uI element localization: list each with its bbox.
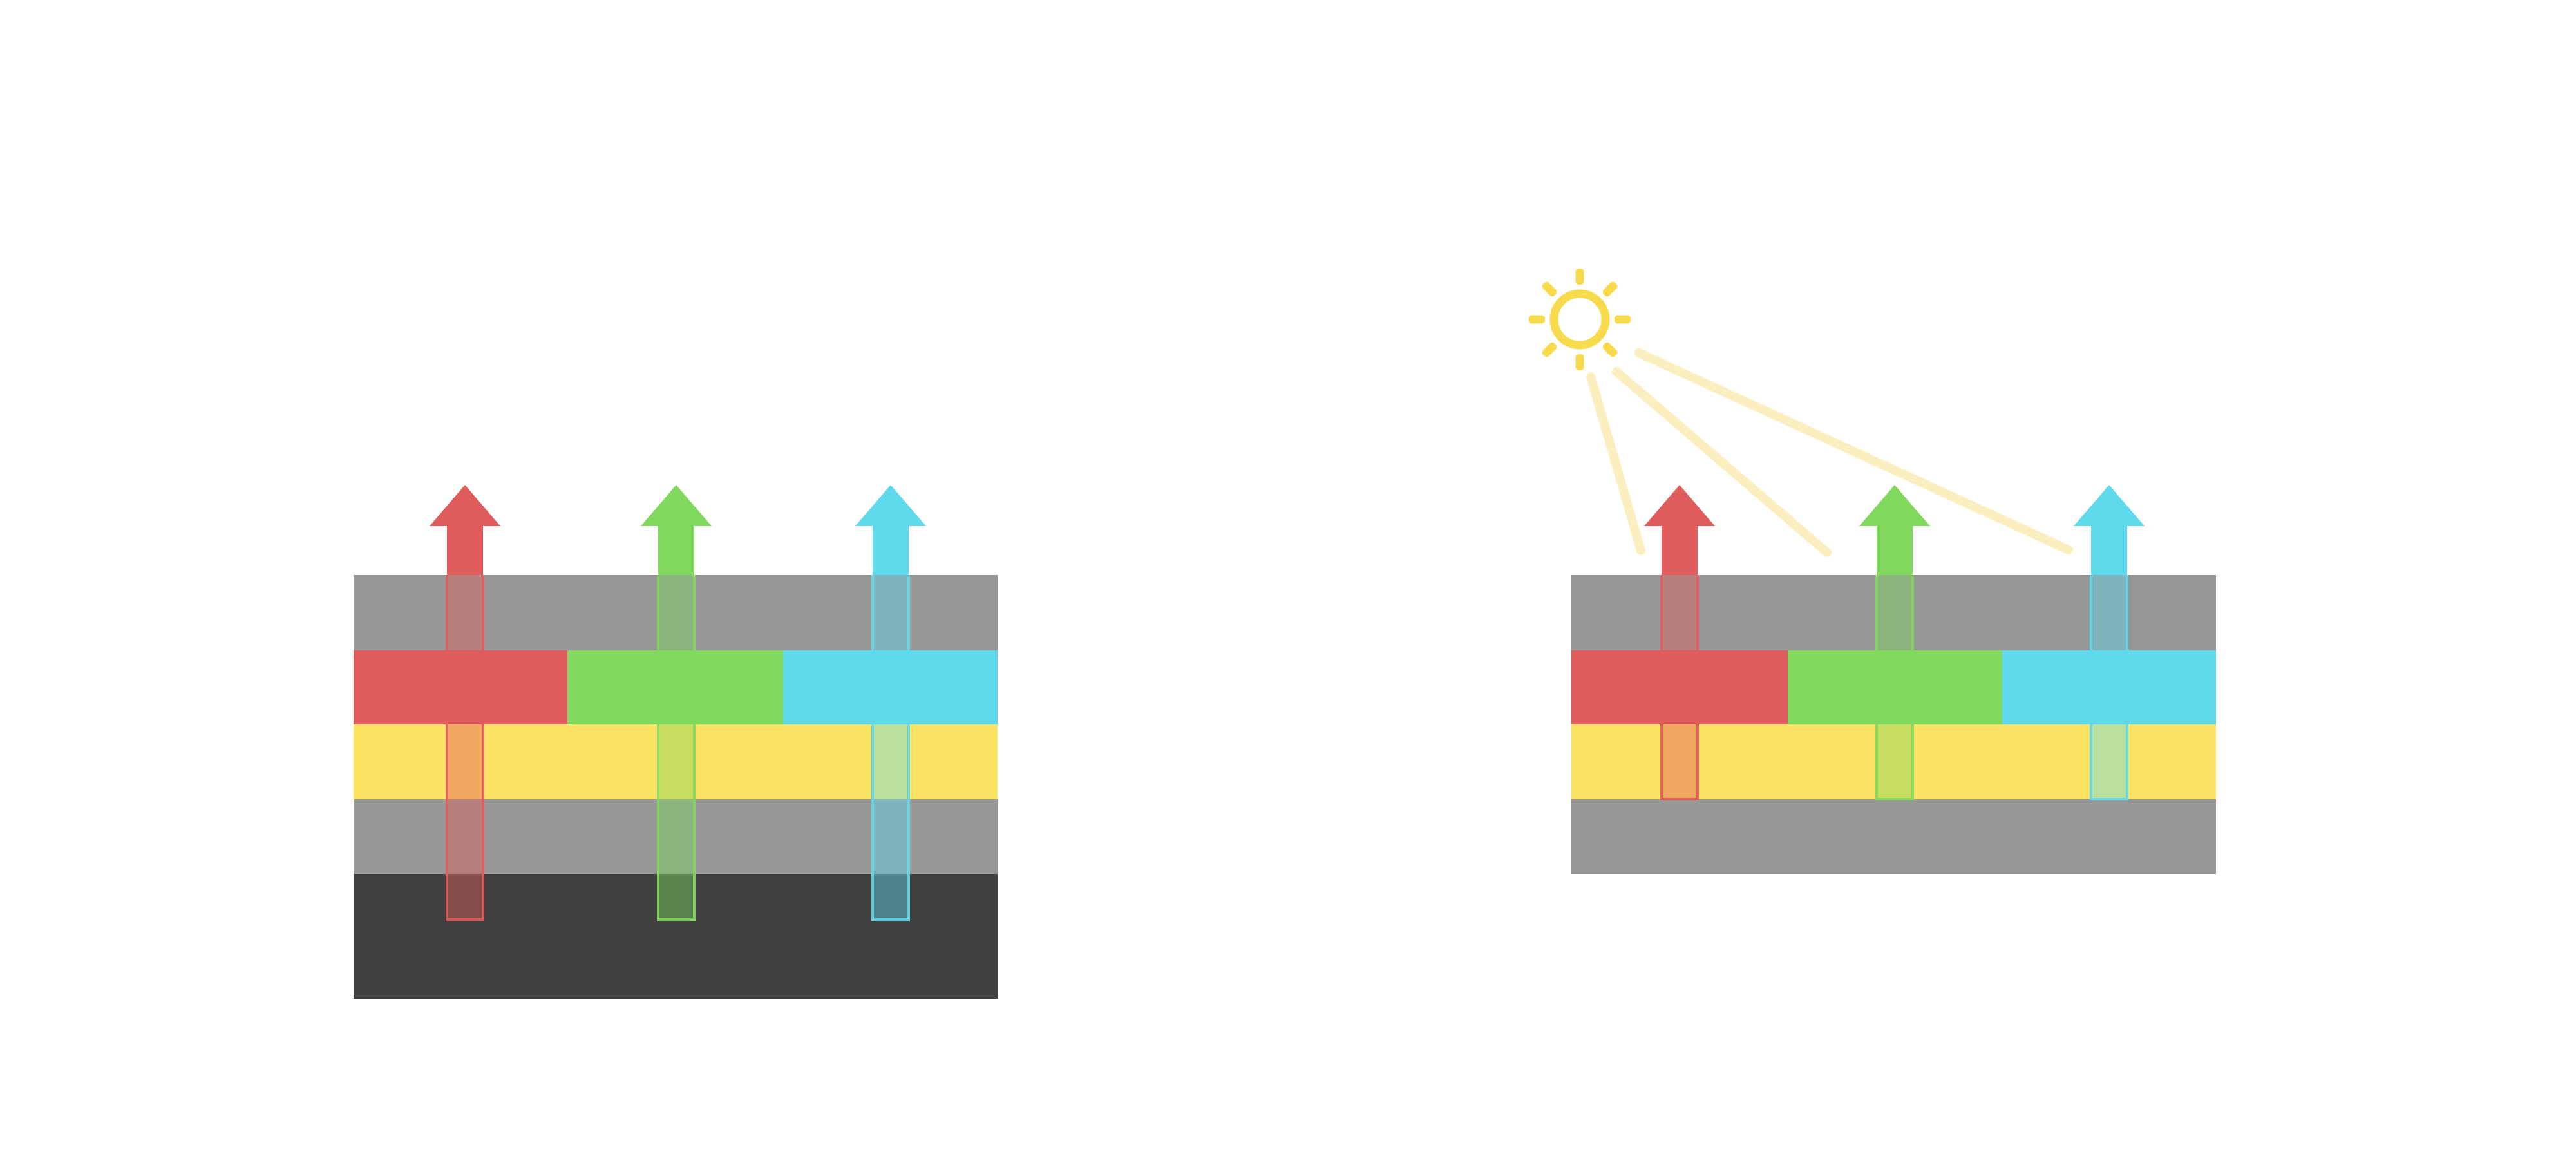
blue-light-arrow-column: [873, 575, 909, 920]
red-light-arrow-column-border: [446, 575, 484, 921]
green-light-arrow: [1859, 485, 1930, 575]
rgb-subpixel-layer-green: [1788, 650, 2002, 724]
blue-light-arrow: [855, 485, 926, 575]
sun-icon-ray: [1575, 269, 1584, 285]
rgb-subpixel-layer-red: [1571, 650, 1788, 724]
rgb-subpixel-layer-green: [567, 650, 783, 724]
lower-gray-layer: [1571, 799, 2216, 874]
sun-icon-ray: [1575, 354, 1584, 370]
yellow-layer: [1571, 724, 2216, 799]
sun-icon-ray: [1615, 315, 1631, 324]
rgb-subpixel-layer-red: [354, 650, 567, 724]
top-gray-layer: [1571, 575, 2216, 650]
red-light-arrow: [1644, 485, 1715, 575]
rgb-subpixel-layer-blue: [783, 650, 998, 724]
blue-light-arrow-column-border: [871, 575, 910, 921]
blue-light-arrow-column-border: [2090, 575, 2128, 800]
red-light-arrow-column: [447, 575, 483, 920]
sun-icon-ray: [1602, 281, 1618, 297]
green-light-arrow-column: [1877, 575, 1913, 799]
green-light-arrow-column: [658, 575, 694, 920]
green-light-arrow: [641, 485, 712, 575]
sun-icon-ring: [1549, 289, 1610, 350]
red-light-arrow: [430, 485, 500, 575]
sun-beam-right: [1634, 348, 2073, 554]
green-light-arrow-column-border: [657, 575, 696, 921]
sun-icon-ray: [1542, 281, 1557, 297]
sun-icon-ray: [1602, 342, 1618, 357]
sun-icon-ray: [1542, 342, 1557, 357]
top-gray-layer: [354, 575, 998, 650]
sun-icon: [1529, 269, 1631, 370]
sun-beam-middle: [1612, 367, 1832, 557]
yellow-layer: [354, 724, 998, 799]
red-light-arrow-column-border: [1660, 575, 1699, 800]
backlight-dark-layer: [354, 874, 998, 999]
blue-light-arrow-column: [2091, 575, 2127, 799]
blue-light-arrow: [2074, 485, 2145, 575]
panel-sunlit-stack: [1529, 269, 2216, 874]
sun-icon-ray: [1529, 315, 1545, 324]
panel-backlit-stack: [354, 485, 998, 999]
rgb-subpixel-layer-blue: [2002, 650, 2216, 724]
lower-gray-layer: [354, 799, 998, 874]
green-light-arrow-column-border: [1875, 575, 1914, 800]
sun-beam-left: [1586, 372, 1645, 555]
red-light-arrow-column: [1662, 575, 1698, 799]
